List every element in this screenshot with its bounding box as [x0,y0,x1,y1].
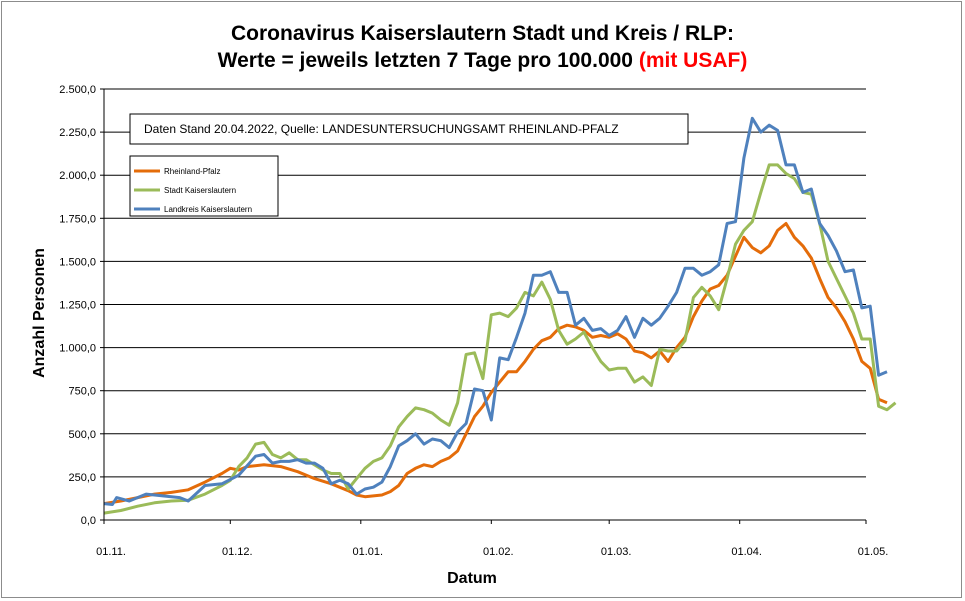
series-line-1 [103,163,897,515]
x-tick-label-2: 01.01. [353,546,384,558]
series-line-0 [103,222,888,506]
x-axis-ticks: 01.11. 01.12. 01.01. 01.02. 01.03. 01.04. 01.0… [96,520,888,558]
y-tick-label-8: 2.000,0 [59,170,96,182]
legend-label-2: Landkreis Kaiserslautern [164,205,252,214]
y-tick-label-2: 500,0 [68,429,96,441]
chart-title-highlight: (mit USAF) [638,49,748,72]
x-tick-label-5: 01.04. [731,546,762,558]
legend-label-0: Rheinland-Pfalz [164,167,220,176]
legend: Rheinland-Pfalz Stadt Kaiserslautern Landk… [129,155,279,217]
x-axis-label: Datum [447,570,497,587]
legend-label-1: Stadt Kaiserslautern [164,186,236,195]
grid-lines [104,88,866,478]
chart-title-line1: Coronavirus Kaiserslautern Stadt und Kre… [231,22,734,45]
y-axis-ticks: 0,0 250,0 500,0 750,0 1.000,0 1.250,0 1.500,0 1… [59,84,104,527]
y-tick-label-5: 1.250,0 [59,300,96,312]
x-tick-label-1: 01.12. [222,546,253,558]
y-axis-label: Anzahl Personen [31,248,48,378]
series-lines [103,116,897,515]
y-tick-label-6: 1.500,0 [59,256,96,268]
source-note-box [129,113,689,145]
source-note: Daten Stand 20.04.2022, Quelle: LANDESUN… [129,113,689,145]
x-tick-label-3: 01.02. [483,546,514,558]
chart-title-line2: Werte = jeweils letzten 7 Tage pro 100.0… [0,49,965,73]
y-tick-label-9: 2.250,0 [59,127,96,139]
y-tick-label-1: 250,0 [68,472,96,484]
y-tick-label-10: 2.500,0 [59,84,96,96]
x-tick-label-0: 01.11. [96,546,126,558]
legend-box [129,155,279,217]
chart-title-main: Werte = jeweils letzten 7 Tage pro 100.0… [217,49,633,72]
y-tick-label-0: 0,0 [81,515,96,527]
x-tick-label-4: 01.03. [601,546,632,558]
y-tick-label-7: 1.750,0 [59,213,96,225]
x-tick-label-6: 01.05. [858,546,889,558]
source-note-text: Daten Stand 20.04.2022, Quelle: LANDESUN… [144,122,619,136]
series-line-2 [103,116,888,506]
y-tick-label-4: 1.000,0 [59,343,96,355]
y-tick-label-3: 750,0 [68,386,96,398]
